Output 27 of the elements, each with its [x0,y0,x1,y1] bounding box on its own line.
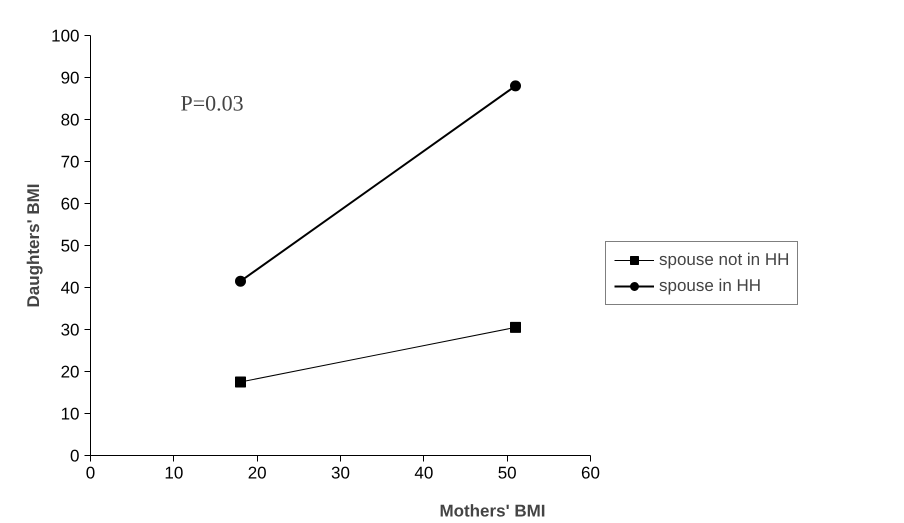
x-tick-label: 20 [248,464,267,482]
y-tick-label: 40 [60,278,80,298]
x-tick-label: 40 [414,464,434,482]
point [510,80,521,92]
y-tick-label: 10 [60,404,80,424]
y-tick-label: 20 [60,362,80,382]
x-tick-label: 50 [498,464,517,482]
point [235,376,246,388]
y-tick-label: 30 [60,320,80,340]
x-tick-label: 0 [86,464,96,482]
y-tick-label: 100 [51,26,80,46]
point [235,276,246,287]
legend-label: spouse not in HH [659,250,790,270]
y-tick-label: 60 [60,194,80,214]
legend-label: spouse in HH [659,276,762,296]
x-tick-label: 10 [164,464,184,482]
y-tick-label: 80 [60,110,80,130]
y-axis-title: Daughters' BMI [24,184,44,308]
point [510,322,521,333]
y-tick-label: 50 [60,236,80,256]
annotation: P=0.03 [180,90,244,116]
x-tick-label: 60 [581,464,600,482]
y-tick-label: 70 [60,152,80,172]
y-tick-label: 90 [60,68,80,88]
x-axis-title: Mothers' BMI [439,502,546,520]
x-tick-label: 30 [331,464,350,482]
y-tick-label: 0 [70,446,80,466]
